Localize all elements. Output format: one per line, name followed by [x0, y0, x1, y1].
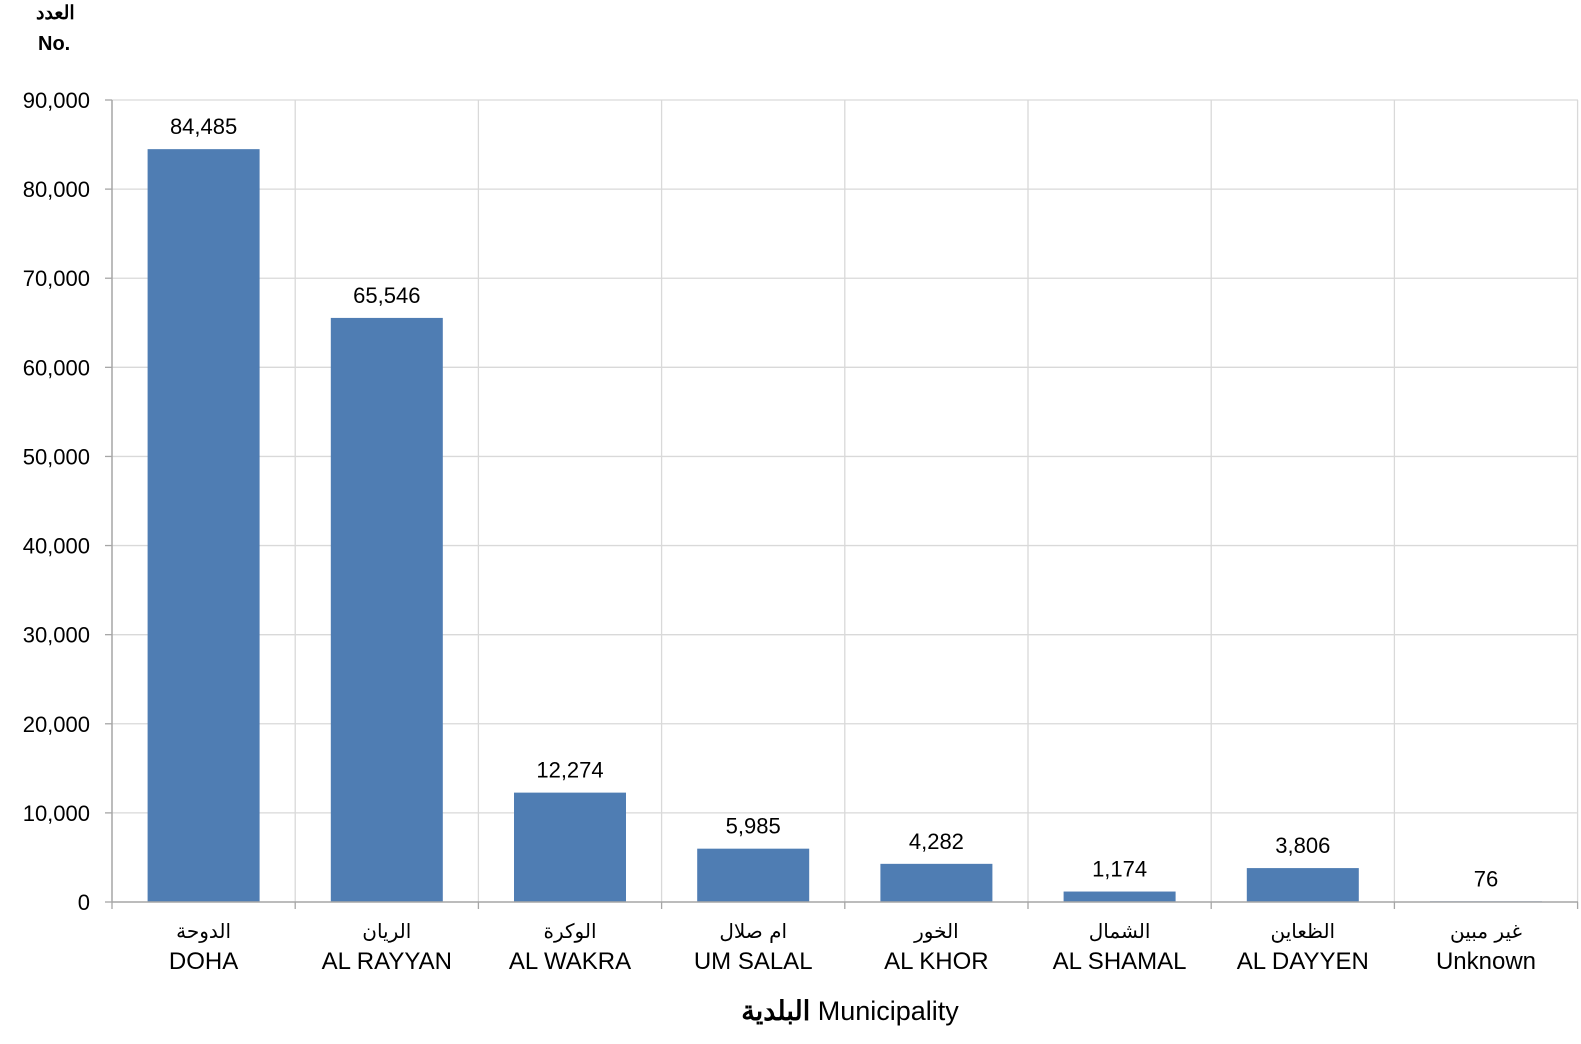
y-tick-label: 90,000 — [23, 88, 90, 113]
bar-al-shamal — [1063, 891, 1176, 902]
x-tick-label: Unknown — [1436, 948, 1536, 975]
y-tick-label: 10,000 — [23, 801, 90, 826]
y-tick-label: 70,000 — [23, 266, 90, 291]
y-tick-label: 50,000 — [23, 444, 90, 469]
bars-layer — [147, 149, 1542, 902]
y-axis-label-arabic: العدد — [36, 3, 75, 24]
x-tick-label-arabic: الوكرة — [543, 919, 596, 943]
x-tick-label: AL RAYYAN — [322, 948, 452, 975]
x-tick-label-arabic: الريان — [362, 919, 411, 943]
y-tick-label: 30,000 — [23, 623, 90, 648]
x-tick-label: DOHA — [169, 948, 238, 975]
bar-doha — [147, 149, 260, 902]
bar-al-dayyen — [1246, 868, 1359, 902]
x-tick-label: AL DAYYEN — [1237, 948, 1369, 975]
y-tick-label: 0 — [78, 890, 90, 915]
x-tick-label-arabic: الخور — [913, 919, 959, 943]
x-tick-label: AL KHOR — [884, 948, 988, 975]
data-label: 84,485 — [170, 114, 237, 139]
labels-layer: 0 10,000 20,000 30,000 40,000 50,000 60,000 70,… — [23, 88, 1536, 975]
x-tick-label: AL SHAMAL — [1053, 948, 1187, 975]
bar-um-salal — [697, 848, 810, 902]
y-tick-label: 60,000 — [23, 355, 90, 380]
y-tick-label: 80,000 — [23, 177, 90, 202]
x-axis-label-arabic: البلدية — [741, 996, 811, 1026]
data-label: 3,806 — [1275, 833, 1330, 858]
x-tick-label-arabic: الشمال — [1089, 919, 1151, 943]
x-tick-label-arabic: الدوحة — [176, 919, 231, 943]
x-tick-label: AL WAKRA — [509, 948, 631, 975]
data-label: 65,546 — [353, 283, 420, 308]
bar-al-khor — [880, 863, 993, 902]
axis-layer — [105, 99, 1579, 909]
x-tick-label-arabic: ام صلال — [719, 919, 787, 943]
data-label: 5,985 — [726, 814, 781, 839]
y-tick-label: 40,000 — [23, 534, 90, 559]
bar-al-wakra — [514, 792, 626, 902]
x-tick-label-arabic: الظعاين — [1271, 919, 1336, 943]
bar-al-rayyan — [330, 317, 443, 902]
x-axis-label-english: Municipality — [817, 996, 959, 1026]
data-label: 76 — [1474, 866, 1498, 891]
x-tick-label-arabic: غير مبين — [1450, 919, 1522, 943]
y-axis-label: No. — [38, 33, 71, 55]
x-axis-label: البلدية Municipality — [0, 996, 1581, 1027]
data-label: 4,282 — [909, 829, 964, 854]
y-tick-label: 20,000 — [23, 712, 90, 737]
x-tick-label: UM SALAL — [694, 948, 813, 975]
data-label: 1,174 — [1092, 857, 1147, 882]
data-label: 12,274 — [536, 758, 603, 783]
